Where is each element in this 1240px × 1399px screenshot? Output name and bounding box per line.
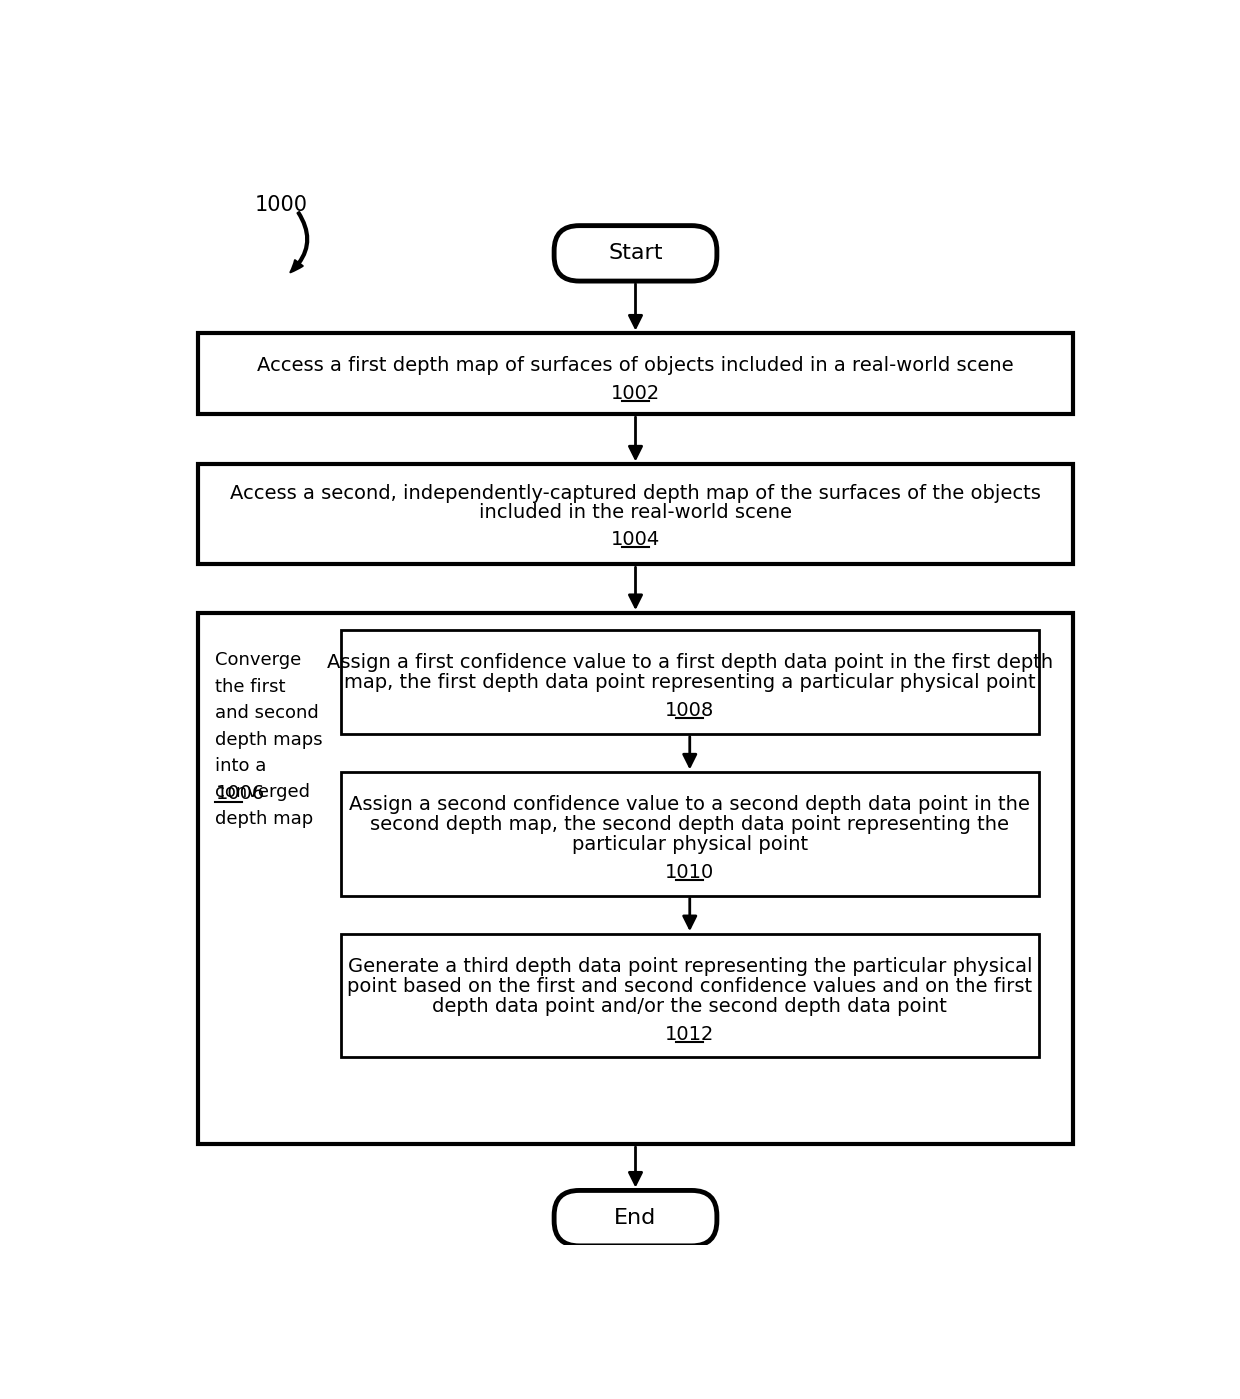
Bar [197, 464, 1074, 564]
Text: Generate a third depth data point representing the particular physical: Generate a third depth data point repres… [347, 957, 1032, 977]
Text: particular physical point: particular physical point [572, 835, 807, 855]
Text: Access a second, independently-captured depth map of the surfaces of the objects: Access a second, independently-captured … [231, 484, 1040, 504]
Text: map, the first depth data point representing a particular physical point: map, the first depth data point represen… [343, 673, 1035, 691]
Text: 1008: 1008 [665, 701, 714, 720]
Text: Assign a first confidence value to a first depth data point in the first depth: Assign a first confidence value to a fir… [326, 653, 1053, 672]
Text: End: End [614, 1209, 657, 1228]
Text: point based on the first and second confidence values and on the first: point based on the first and second conf… [347, 977, 1033, 996]
Text: Access a first depth map of surfaces of objects included in a real-world scene: Access a first depth map of surfaces of … [257, 357, 1014, 375]
Text: 1002: 1002 [611, 383, 660, 403]
FancyArrowPatch shape [290, 213, 309, 273]
Text: 1000: 1000 [254, 194, 308, 215]
Text: 1012: 1012 [665, 1024, 714, 1044]
Text: second depth map, the second depth data point representing the: second depth map, the second depth data … [371, 816, 1009, 834]
Bar [341, 630, 1039, 734]
Bar [197, 333, 1074, 414]
Text: included in the real-world scene: included in the real-world scene [479, 502, 792, 522]
FancyBboxPatch shape [554, 225, 717, 281]
FancyBboxPatch shape [554, 1191, 717, 1247]
Bar [197, 613, 1074, 1144]
Bar [341, 772, 1039, 895]
Text: Converge
the first
and second
depth maps
into a
converged
depth map: Converge the first and second depth maps… [216, 652, 324, 828]
Text: Assign a second confidence value to a second depth data point in the: Assign a second confidence value to a se… [350, 795, 1030, 814]
Text: depth data point and/or the second depth data point: depth data point and/or the second depth… [433, 997, 947, 1016]
Text: Start: Start [609, 243, 662, 263]
Bar [341, 935, 1039, 1058]
Text: 1004: 1004 [611, 530, 660, 550]
Text: 1010: 1010 [665, 863, 714, 881]
Text: 1006: 1006 [216, 785, 264, 803]
